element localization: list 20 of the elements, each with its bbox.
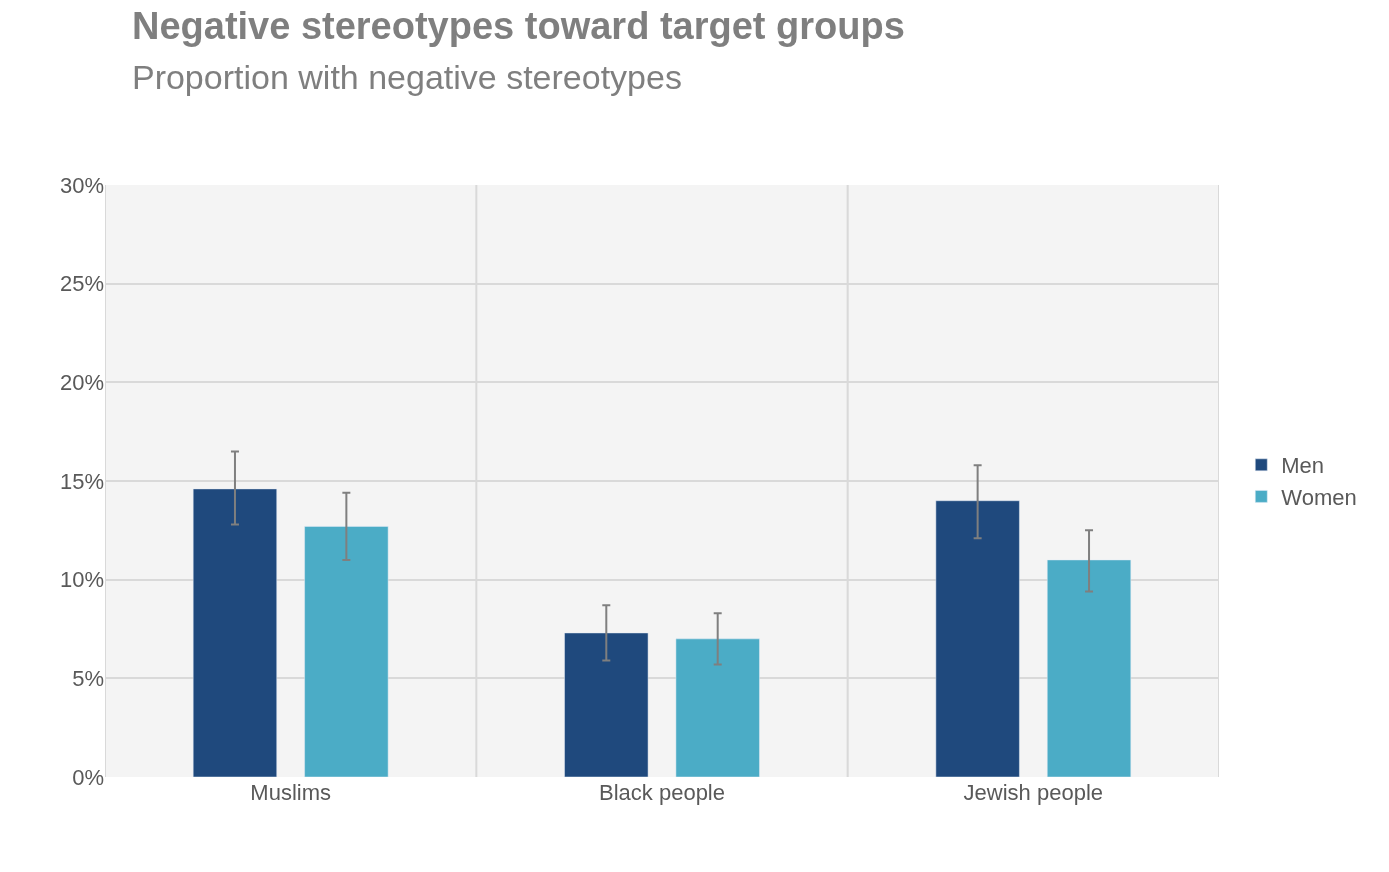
bar (564, 632, 649, 777)
y-tick-label: 15% (59, 468, 104, 494)
y-tick-label: 25% (59, 271, 104, 297)
y-tick-label: 30% (59, 172, 104, 198)
legend-label: Women (1281, 484, 1357, 510)
x-tick-label: Black people (599, 780, 725, 805)
chart-subtitle: Proportion with negative stereotypes (131, 57, 682, 96)
bar (304, 526, 389, 777)
y-tick-label: 5% (72, 666, 104, 692)
chart-title: Negative stereotypes toward target groups (131, 5, 905, 48)
bar (192, 488, 277, 777)
y-tick-label: 20% (59, 370, 104, 396)
y-tick-label: 0% (72, 764, 104, 790)
legend-label: Men (1281, 453, 1325, 479)
x-tick-label: Muslims (250, 780, 332, 805)
y-tick-label: 10% (59, 567, 104, 593)
bar (935, 500, 1020, 777)
x-tick-label: Jewish people (963, 780, 1104, 805)
bar (675, 638, 760, 777)
bar (1047, 559, 1132, 777)
